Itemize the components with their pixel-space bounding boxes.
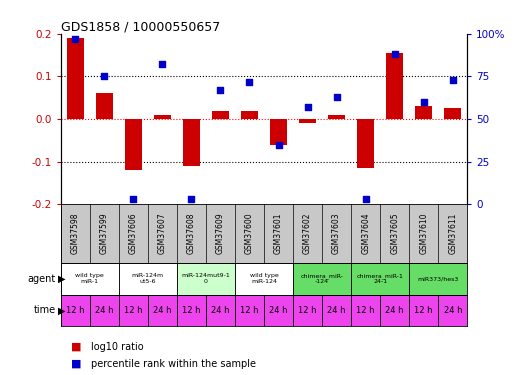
Text: 24 h: 24 h bbox=[95, 306, 114, 315]
Text: 12 h: 12 h bbox=[414, 306, 433, 315]
Text: 12 h: 12 h bbox=[356, 306, 375, 315]
Text: 24 h: 24 h bbox=[444, 306, 462, 315]
Bar bbox=[299, 119, 316, 123]
Text: 24 h: 24 h bbox=[269, 306, 288, 315]
Text: GDS1858 / 10000550657: GDS1858 / 10000550657 bbox=[61, 21, 220, 34]
Bar bbox=[61, 263, 119, 295]
Bar bbox=[90, 295, 119, 326]
Text: log10 ratio: log10 ratio bbox=[91, 342, 144, 352]
Point bbox=[275, 142, 283, 148]
Text: GSM37603: GSM37603 bbox=[332, 213, 341, 255]
Text: GSM37611: GSM37611 bbox=[448, 213, 457, 254]
Text: wild type
miR-1: wild type miR-1 bbox=[76, 273, 104, 284]
Point bbox=[129, 196, 137, 202]
Bar bbox=[264, 295, 293, 326]
Bar bbox=[438, 295, 467, 326]
Bar bbox=[125, 119, 142, 170]
Bar bbox=[212, 111, 229, 119]
Bar bbox=[380, 295, 409, 326]
Text: GSM37601: GSM37601 bbox=[274, 213, 283, 254]
Bar bbox=[386, 53, 403, 119]
Point bbox=[100, 74, 109, 80]
Bar bbox=[235, 295, 264, 326]
Text: 12 h: 12 h bbox=[182, 306, 201, 315]
Bar bbox=[270, 119, 287, 145]
Point bbox=[71, 36, 80, 42]
Text: GSM37607: GSM37607 bbox=[158, 213, 167, 255]
Point bbox=[333, 94, 341, 100]
Text: agent: agent bbox=[27, 274, 55, 284]
Text: ■: ■ bbox=[71, 342, 82, 352]
Bar bbox=[241, 111, 258, 119]
Bar bbox=[119, 295, 148, 326]
Text: ■: ■ bbox=[71, 359, 82, 369]
Text: 12 h: 12 h bbox=[66, 306, 84, 315]
Point bbox=[245, 78, 254, 84]
Bar bbox=[67, 38, 84, 119]
Bar bbox=[154, 115, 171, 119]
Bar bbox=[177, 295, 206, 326]
Text: GSM37604: GSM37604 bbox=[361, 213, 370, 255]
Bar bbox=[177, 263, 235, 295]
Text: 24 h: 24 h bbox=[211, 306, 230, 315]
Text: miR373/hes3: miR373/hes3 bbox=[418, 276, 459, 281]
Text: ▶: ▶ bbox=[58, 274, 65, 284]
Text: GSM37606: GSM37606 bbox=[129, 213, 138, 255]
Bar bbox=[409, 295, 438, 326]
Text: GSM37599: GSM37599 bbox=[100, 213, 109, 255]
Text: GSM37609: GSM37609 bbox=[216, 213, 225, 255]
Text: 24 h: 24 h bbox=[327, 306, 346, 315]
Bar bbox=[328, 115, 345, 119]
Text: 12 h: 12 h bbox=[124, 306, 143, 315]
Bar bbox=[322, 295, 351, 326]
Text: time: time bbox=[33, 305, 55, 315]
Text: wild type
miR-124: wild type miR-124 bbox=[250, 273, 278, 284]
Bar bbox=[357, 119, 374, 168]
Bar bbox=[409, 263, 467, 295]
Text: GSM37610: GSM37610 bbox=[419, 213, 428, 254]
Text: 12 h: 12 h bbox=[298, 306, 317, 315]
Text: 12 h: 12 h bbox=[240, 306, 259, 315]
Bar bbox=[206, 295, 235, 326]
Text: miR-124mut9-1
0: miR-124mut9-1 0 bbox=[182, 273, 230, 284]
Bar bbox=[415, 106, 432, 119]
Point bbox=[216, 87, 225, 93]
Bar bbox=[293, 263, 351, 295]
Text: chimera_miR-
-124: chimera_miR- -124 bbox=[300, 273, 344, 285]
Point bbox=[420, 99, 428, 105]
Bar bbox=[119, 263, 177, 295]
Text: GSM37602: GSM37602 bbox=[303, 213, 312, 254]
Text: 24 h: 24 h bbox=[153, 306, 172, 315]
Text: miR-124m
ut5-6: miR-124m ut5-6 bbox=[132, 273, 164, 284]
Point bbox=[361, 196, 370, 202]
Bar bbox=[96, 93, 113, 119]
Text: GSM37608: GSM37608 bbox=[187, 213, 196, 254]
Bar bbox=[235, 263, 293, 295]
Bar bbox=[183, 119, 200, 166]
Text: chimera_miR-1
24-1: chimera_miR-1 24-1 bbox=[357, 273, 403, 285]
Text: GSM37600: GSM37600 bbox=[245, 213, 254, 255]
Point bbox=[158, 62, 167, 68]
Point bbox=[449, 77, 457, 83]
Point bbox=[391, 51, 399, 57]
Point bbox=[187, 196, 196, 202]
Text: GSM37605: GSM37605 bbox=[390, 213, 399, 255]
Text: ▶: ▶ bbox=[58, 305, 65, 315]
Bar bbox=[444, 108, 461, 119]
Bar bbox=[351, 263, 409, 295]
Bar bbox=[61, 295, 90, 326]
Text: GSM37598: GSM37598 bbox=[71, 213, 80, 254]
Text: percentile rank within the sample: percentile rank within the sample bbox=[91, 359, 257, 369]
Bar bbox=[148, 295, 177, 326]
Point bbox=[303, 104, 312, 110]
Bar bbox=[351, 295, 380, 326]
Text: 24 h: 24 h bbox=[385, 306, 404, 315]
Bar bbox=[293, 295, 322, 326]
